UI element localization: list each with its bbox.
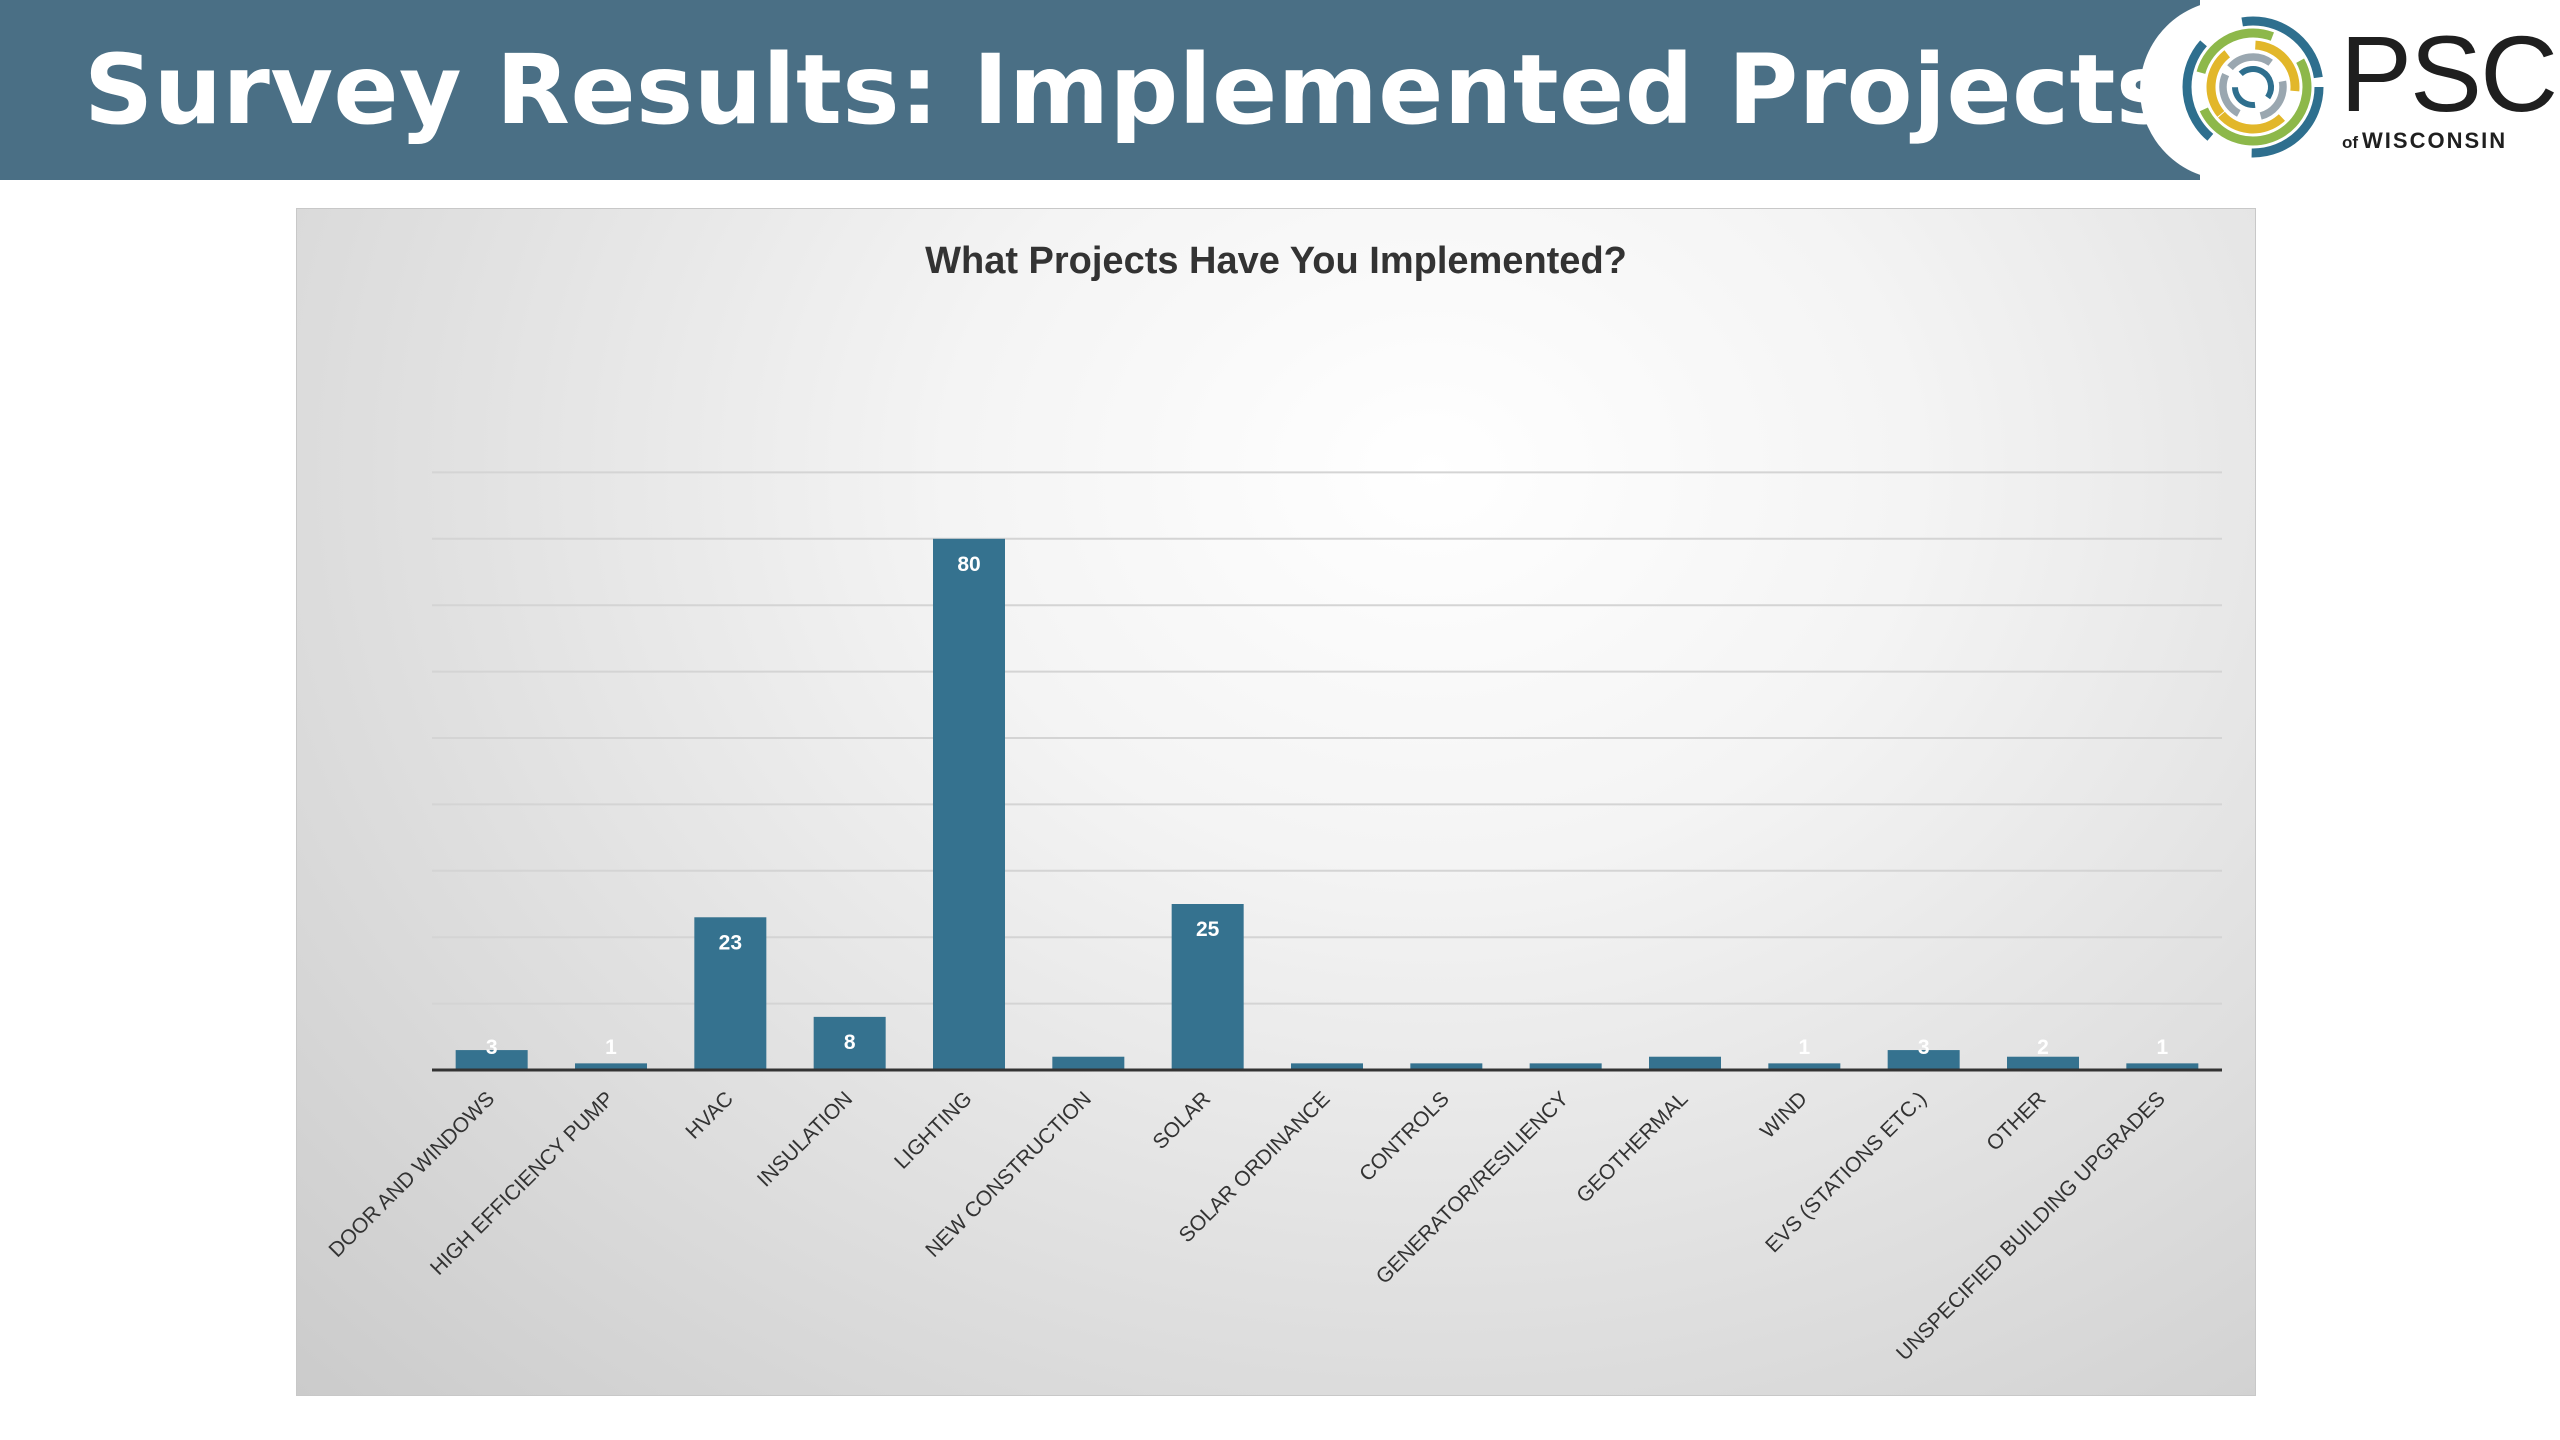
bar bbox=[1649, 1056, 1721, 1070]
bar bbox=[1887, 1050, 1960, 1070]
category-label: SOLAR bbox=[1149, 1087, 1216, 1154]
data-label: 80 bbox=[957, 553, 980, 576]
bar bbox=[933, 538, 1005, 1070]
bar-chart: What Projects Have You Implemented? 3 123… bbox=[325, 240, 2222, 1365]
bar bbox=[1291, 1063, 1363, 1070]
chart-title: What Projects Have You Implemented? bbox=[925, 240, 1627, 282]
category-label: GEOTHERMAL bbox=[1572, 1087, 1692, 1207]
bar bbox=[2007, 1056, 2079, 1070]
bar bbox=[575, 1063, 647, 1070]
data-label: 1 bbox=[2156, 1036, 2168, 1059]
slide-title: Survey Results: Implemented Projects bbox=[84, 34, 2174, 146]
category-label: LIGHTING bbox=[890, 1087, 976, 1173]
chart-frame: What Projects Have You Implemented? 3 1 23… bbox=[296, 208, 2256, 1396]
logo-sub-text: WISCONSIN bbox=[2362, 128, 2508, 153]
logo-name: PSC bbox=[2340, 13, 2558, 134]
category-label: OTHER bbox=[1982, 1087, 2050, 1155]
data-label: 1 bbox=[605, 1036, 617, 1059]
gridlines bbox=[432, 471, 2222, 1005]
bar bbox=[1171, 904, 1244, 1070]
data-labels: 3 1 23 8 80 25 1 3 2 1 bbox=[486, 553, 2169, 1059]
data-label: 23 bbox=[719, 931, 742, 954]
data-label: 3 bbox=[1918, 1036, 1930, 1059]
bar bbox=[813, 1016, 886, 1070]
bar bbox=[1529, 1063, 1602, 1070]
bar bbox=[1052, 1056, 1125, 1070]
bar bbox=[455, 1050, 528, 1070]
header-band bbox=[0, 0, 2200, 180]
bar bbox=[1410, 1063, 1483, 1070]
logo-subtitle: of WISCONSIN bbox=[2342, 128, 2507, 154]
category-label: HVAC bbox=[681, 1087, 737, 1143]
category-label: CONTROLS bbox=[1355, 1087, 1454, 1186]
category-label: INSULATION bbox=[753, 1087, 857, 1191]
bar bbox=[694, 917, 767, 1070]
bar bbox=[2126, 1063, 2199, 1070]
category-label: UNSPECIFIED BUILDING UPGRADES bbox=[1892, 1087, 2170, 1365]
psc-swirl-logo-icon bbox=[2182, 16, 2324, 158]
bar bbox=[1768, 1063, 1841, 1070]
data-label: 25 bbox=[1196, 918, 1220, 941]
bars bbox=[455, 538, 2199, 1070]
category-label: WIND bbox=[1756, 1087, 1812, 1143]
data-label: 2 bbox=[2037, 1036, 2049, 1059]
data-label: 3 bbox=[486, 1036, 498, 1059]
psc-logo: PSC of WISCONSIN bbox=[2140, 0, 2560, 180]
category-label: GENERATOR/RESILIENCY bbox=[1372, 1087, 1573, 1288]
data-label: 1 bbox=[1798, 1036, 1810, 1059]
logo-sub-prefix: of bbox=[2342, 133, 2359, 152]
data-label: 8 bbox=[844, 1031, 856, 1054]
